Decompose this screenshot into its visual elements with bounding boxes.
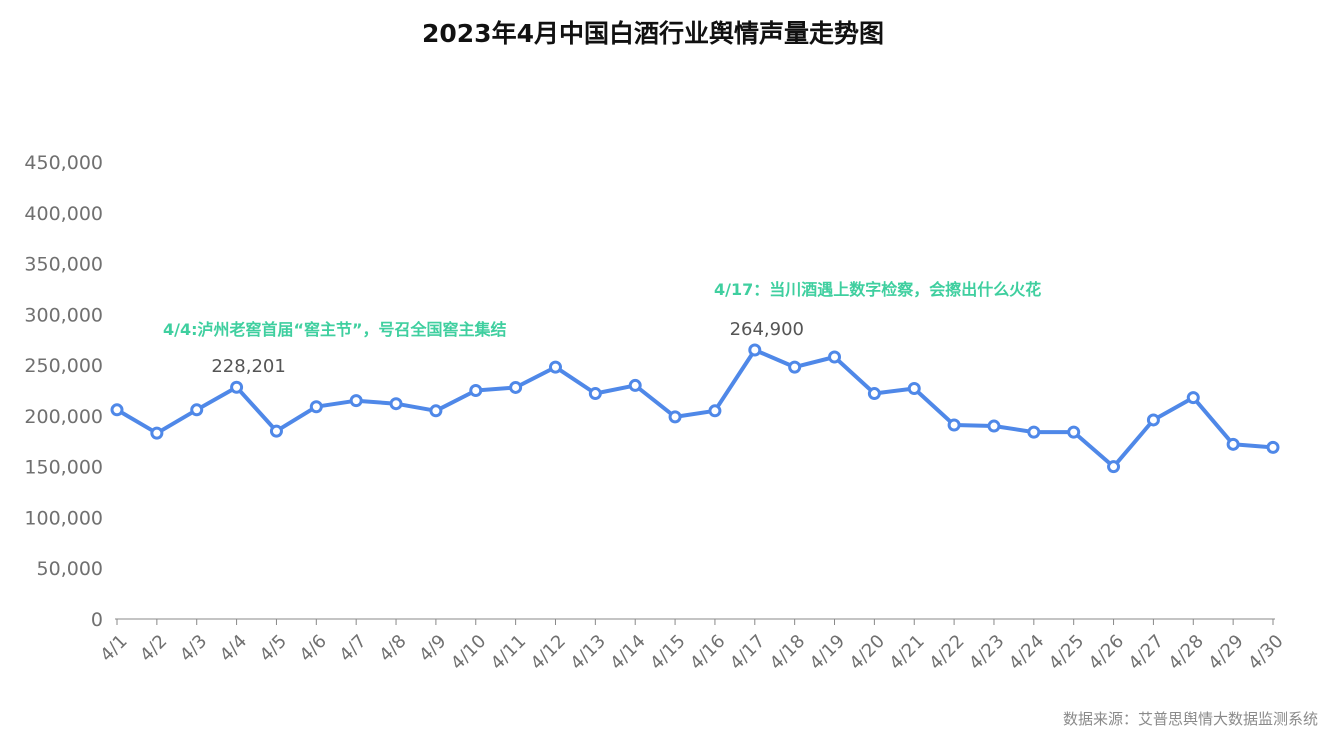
annotation-4-17: 4/17：当川酒遇上数字检察，会擦出什么火花 <box>714 280 1042 299</box>
data-label: 228,201 <box>211 356 285 377</box>
series-line <box>115 348 1274 469</box>
data-point <box>1226 437 1240 451</box>
x-axis-ticks: 4/1 4/2 4/3 4/4 4/5 4/6 4/7 4/8 4/94/104/114/124… <box>96 619 1288 674</box>
y-tick-label: 300,000 <box>24 304 103 326</box>
data-point <box>1186 391 1200 405</box>
x-tick-label: 4/5 <box>256 631 291 666</box>
annotation-4-4: 4/4:泸州老窖首届“窖主节”，号召全国窖主集结 <box>163 320 507 339</box>
x-tick-label: 4/20 <box>846 631 889 674</box>
data-point <box>1067 425 1081 439</box>
x-tick-label: 4/26 <box>1085 631 1128 674</box>
x-tick-label: 4/9 <box>415 631 450 666</box>
data-point <box>230 380 244 394</box>
data-point <box>509 380 523 394</box>
data-point <box>110 403 124 417</box>
x-tick-label: 4/14 <box>606 631 649 674</box>
y-tick-label: 200,000 <box>24 406 103 428</box>
x-tick-label: 4/7 <box>335 631 370 666</box>
x-tick-label: 4/23 <box>965 631 1008 674</box>
chart-title: 2023年4月中国白酒行业舆情声量走势图 <box>422 19 884 48</box>
data-point <box>429 404 443 418</box>
x-tick-label: 4/25 <box>1045 631 1088 674</box>
x-tick-label: 4/10 <box>447 631 490 674</box>
data-label: 264,900 <box>730 319 804 340</box>
data-points <box>110 343 1280 474</box>
data-point <box>1146 413 1160 427</box>
y-tick-label: 50,000 <box>37 558 103 580</box>
x-tick-label: 4/19 <box>806 631 849 674</box>
x-tick-label: 4/28 <box>1164 631 1207 674</box>
x-tick-label: 4/22 <box>925 631 968 674</box>
data-point <box>708 404 722 418</box>
data-point <box>748 343 762 357</box>
x-tick-label: 4/4 <box>216 631 251 666</box>
data-labels: 228,201 264,900 <box>211 319 804 377</box>
data-point <box>1266 440 1280 454</box>
y-tick-label: 450,000 <box>24 152 103 174</box>
x-tick-label: 4/21 <box>885 631 928 674</box>
data-point <box>190 403 204 417</box>
y-tick-label: 250,000 <box>24 355 103 377</box>
x-tick-label: 4/6 <box>296 631 331 666</box>
data-point <box>269 424 283 438</box>
data-point <box>907 381 921 395</box>
data-point <box>469 384 483 397</box>
y-tick-label: 0 <box>91 609 103 631</box>
data-point <box>1027 425 1041 439</box>
data-point <box>867 387 881 401</box>
data-point <box>389 397 403 411</box>
data-point <box>828 350 842 364</box>
x-tick-label: 4/16 <box>686 631 729 674</box>
y-tick-label: 150,000 <box>24 457 103 479</box>
y-tick-label: 350,000 <box>24 254 103 276</box>
x-tick-label: 4/2 <box>136 631 171 666</box>
data-point <box>150 426 164 440</box>
data-point <box>947 418 961 432</box>
x-tick-label: 4/13 <box>566 631 609 674</box>
data-point <box>1107 460 1121 474</box>
data-point <box>987 419 1001 433</box>
x-tick-label: 4/27 <box>1125 631 1168 674</box>
x-tick-label: 4/29 <box>1204 631 1247 674</box>
data-point <box>309 400 323 414</box>
y-axis-ticks: 0 50,000 100,000 150,000 200,000 250,000 300,0… <box>24 152 103 631</box>
x-tick-label: 4/17 <box>726 631 769 674</box>
x-tick-label: 4/18 <box>766 631 809 674</box>
x-tick-label: 4/12 <box>527 631 570 674</box>
data-point <box>668 410 682 424</box>
x-tick-label: 4/1 <box>96 631 131 666</box>
data-source: 数据来源：艾普思舆情大数据监测系统 <box>1062 710 1318 728</box>
x-tick-label: 4/11 <box>487 631 530 674</box>
x-tick-label: 4/3 <box>176 631 211 666</box>
data-point <box>349 394 363 408</box>
data-point <box>588 387 602 401</box>
y-tick-label: 100,000 <box>24 507 103 529</box>
data-point <box>628 378 642 392</box>
x-tick-label: 4/30 <box>1244 631 1287 674</box>
data-point <box>548 360 562 374</box>
x-tick-label: 4/24 <box>1005 631 1048 674</box>
x-tick-label: 4/8 <box>375 631 410 666</box>
data-point <box>788 360 802 374</box>
y-tick-label: 400,000 <box>24 203 103 225</box>
x-tick-label: 4/15 <box>646 631 689 674</box>
